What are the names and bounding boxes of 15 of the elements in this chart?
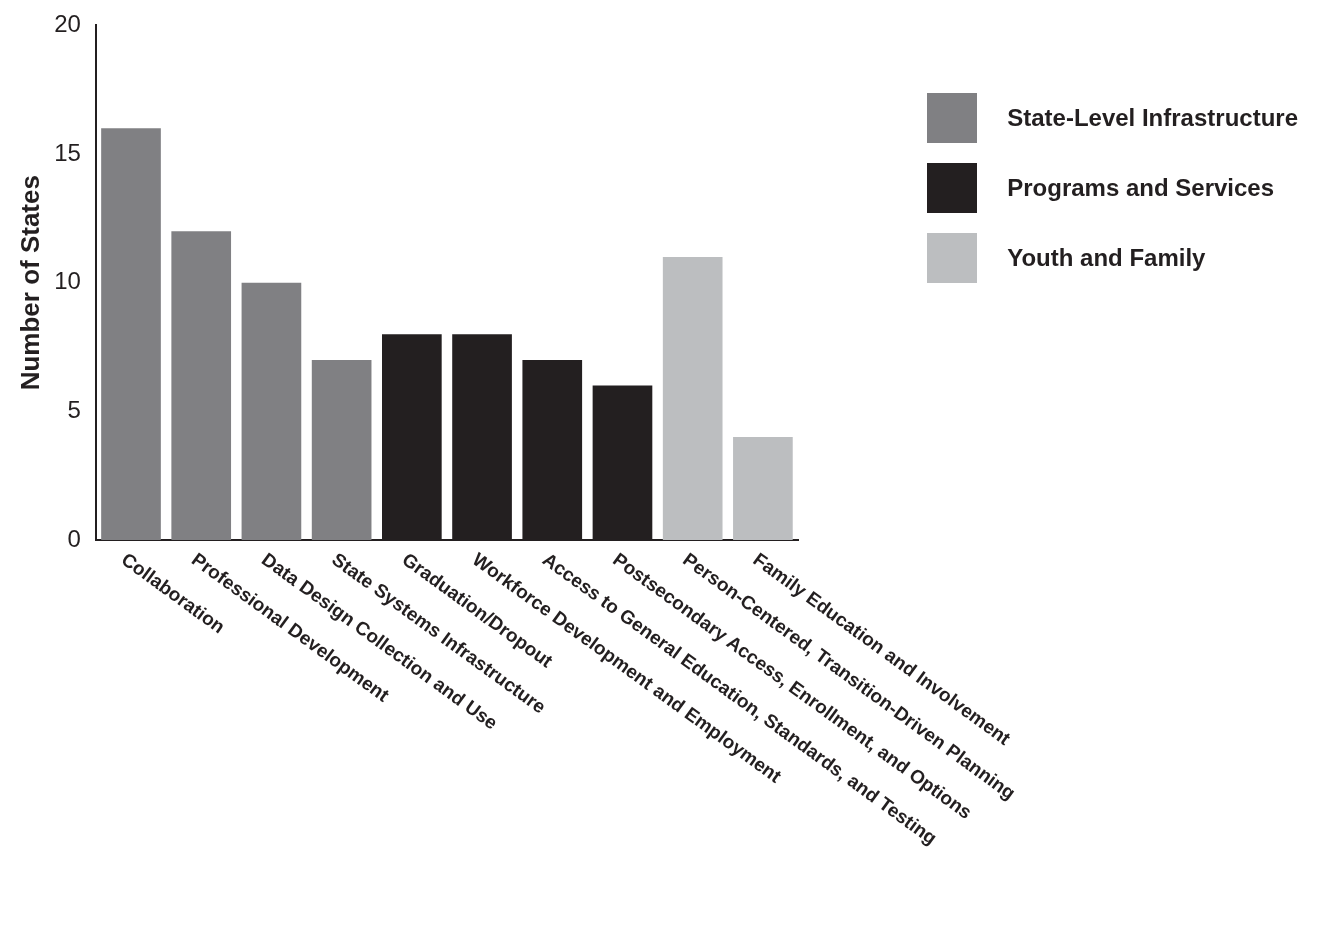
bar xyxy=(101,128,161,540)
y-tick-label: 15 xyxy=(54,138,81,166)
bar xyxy=(241,282,302,540)
y-tick-label: 20 xyxy=(54,10,81,38)
y-axis-title: Number of States xyxy=(14,175,45,391)
bar xyxy=(662,256,723,540)
y-tick-label: 0 xyxy=(67,524,81,552)
y-tick-label: 5 xyxy=(67,395,81,423)
y-tick-label: 10 xyxy=(54,267,81,295)
bar xyxy=(171,231,232,540)
bar xyxy=(311,359,372,540)
legend-label: Programs and Services xyxy=(1007,174,1275,202)
legend-label: Youth and Family xyxy=(1007,244,1206,272)
bar xyxy=(733,437,793,540)
legend-label: State-Level Infrastructure xyxy=(1007,104,1298,132)
